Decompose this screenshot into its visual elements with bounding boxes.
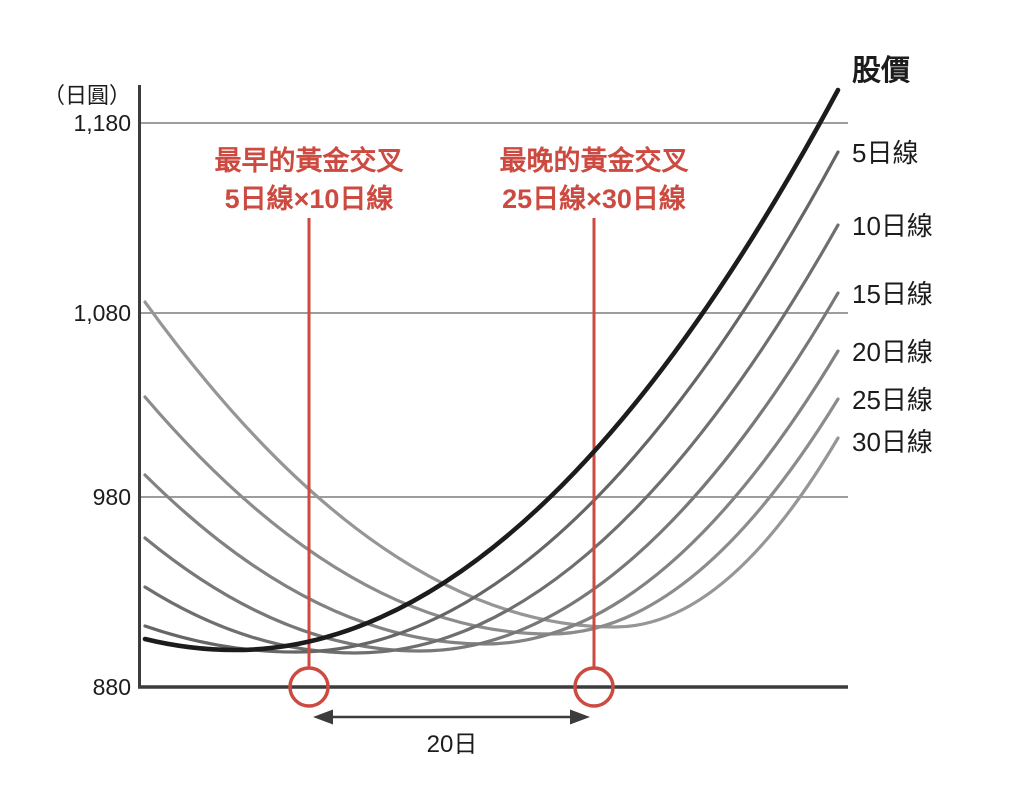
- annotation-latest-cross-line1: 最晚的黃金交叉: [500, 145, 689, 176]
- span-arrow-head-right: [570, 709, 590, 725]
- y-tick-1080: 1,080: [73, 300, 131, 326]
- axes: [138, 85, 848, 689]
- series-label-ma15: 15日線: [852, 279, 933, 309]
- y-tick-1180: 1,180: [73, 110, 131, 136]
- y-axis-unit-label: （日圓）: [43, 83, 131, 108]
- price-curve-group: [142, 87, 841, 653]
- series-label-ma30: 30日線: [852, 427, 933, 457]
- series-label-ma25: 25日線: [852, 385, 933, 415]
- y-tick-880: 880: [93, 674, 131, 700]
- curve-group: [143, 150, 840, 655]
- ma-curve-20日線: [143, 349, 840, 646]
- ma-curve-25日線: [143, 395, 840, 636]
- y-axis-labels: （日圓） 1,180 1,080 980 880: [43, 83, 131, 700]
- ma-curve-5日線: [143, 150, 840, 654]
- y-tick-980: 980: [93, 484, 131, 510]
- series-label-ma10: 10日線: [852, 211, 933, 241]
- ma-curve-10日線: [143, 223, 840, 655]
- series-labels: 股價 5日線 10日線 15日線 20日線 25日線 30日線: [852, 54, 933, 457]
- ma-curve-15日線: [143, 291, 840, 653]
- span-arrow-label: 20日: [427, 731, 478, 758]
- series-label-ma20: 20日線: [852, 337, 933, 367]
- gridlines: [140, 122, 848, 498]
- golden-cross-markers: [288, 218, 615, 708]
- annotation-latest-cross-line2: 25日線×30日線: [502, 183, 686, 214]
- series-label-ma5: 5日線: [852, 138, 918, 168]
- annotation-earliest-cross-line1: 最早的黃金交叉: [215, 145, 404, 176]
- span-arrow-head-left: [313, 709, 333, 725]
- series-label-price: 股價: [852, 54, 911, 87]
- span-arrow: 20日: [313, 709, 590, 758]
- ma-curve-30日線: [143, 300, 840, 629]
- annotations: 最早的黃金交叉 5日線×10日線 最晚的黃金交叉 25日線×30日線: [215, 145, 689, 214]
- golden-cross-circle-2: [573, 666, 615, 708]
- price-curve: [142, 87, 841, 653]
- golden-cross-circle-1: [288, 666, 330, 708]
- annotation-earliest-cross-line2: 5日線×10日線: [225, 183, 394, 214]
